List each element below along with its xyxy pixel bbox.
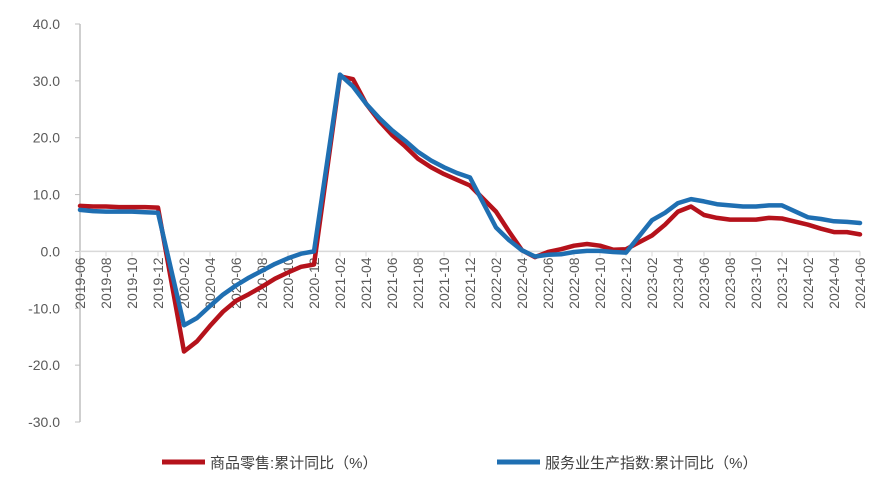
y-tick-label: -30.0 <box>28 414 60 430</box>
x-tick-label: 2020-02 <box>176 257 192 309</box>
legend-label-services: 服务业生产指数:累计同比（%） <box>545 455 758 472</box>
x-tick-label: 2023-04 <box>670 257 686 309</box>
x-tick-label: 2023-08 <box>722 257 738 309</box>
y-tick-label: 30.0 <box>33 73 60 89</box>
x-tick-label: 2020-04 <box>202 257 218 309</box>
x-tick-label: 2021-02 <box>332 257 348 309</box>
y-tick-label: -10.0 <box>28 300 60 316</box>
x-tick-label: 2024-02 <box>800 257 816 309</box>
x-tick-label: 2022-04 <box>514 257 530 309</box>
x-tick-label: 2020-10 <box>280 257 296 309</box>
axes: 40.0 30.0 20.0 10.0 0.0 -10.0 -20.0 -30.0 2019-0… <box>28 16 868 430</box>
x-tick-label: 2021-04 <box>358 257 374 309</box>
x-tick-label: 2019-08 <box>98 257 114 309</box>
x-tick-label: 2022-08 <box>566 257 582 309</box>
x-tick-label: 2022-12 <box>618 257 634 309</box>
x-tick-label: 2019-10 <box>124 257 140 309</box>
x-tick-label: 2022-06 <box>540 257 556 309</box>
series-line-retail <box>77 74 863 354</box>
y-tick-label: 40.0 <box>33 16 60 32</box>
x-tick-label: 2024-06 <box>852 257 868 309</box>
x-tick-label: 2023-10 <box>748 257 764 309</box>
x-tick-label: 2023-06 <box>696 257 712 309</box>
x-tick-label: 2021-08 <box>410 257 426 309</box>
y-tick-label: 10.0 <box>33 187 60 203</box>
x-tick-label: 2021-10 <box>436 257 452 309</box>
x-tick-label: 2023-12 <box>774 257 790 309</box>
x-tick-label: 2023-02 <box>644 257 660 309</box>
x-tick-label: 2022-02 <box>488 257 504 309</box>
series-line-services <box>77 72 863 328</box>
y-tick-label: 0.0 <box>41 243 61 259</box>
y-tick-label: 20.0 <box>33 130 60 146</box>
x-tick-label: 2021-12 <box>462 257 478 309</box>
x-tick-label: 2021-06 <box>384 257 400 309</box>
x-tick-label: 2022-10 <box>592 257 608 309</box>
y-tick-label: -20.0 <box>28 357 60 373</box>
legend: 商品零售:累计同比（%） 服务业生产指数:累计同比（%） <box>162 455 758 472</box>
series-lines <box>77 72 863 354</box>
x-tick-label: 2020-12 <box>306 257 322 309</box>
legend-label-retail: 商品零售:累计同比（%） <box>210 455 378 472</box>
x-tick-label: 2024-04 <box>826 257 842 309</box>
x-tick-label: 2019-12 <box>150 257 166 309</box>
x-tick-label: 2019-06 <box>72 257 88 309</box>
